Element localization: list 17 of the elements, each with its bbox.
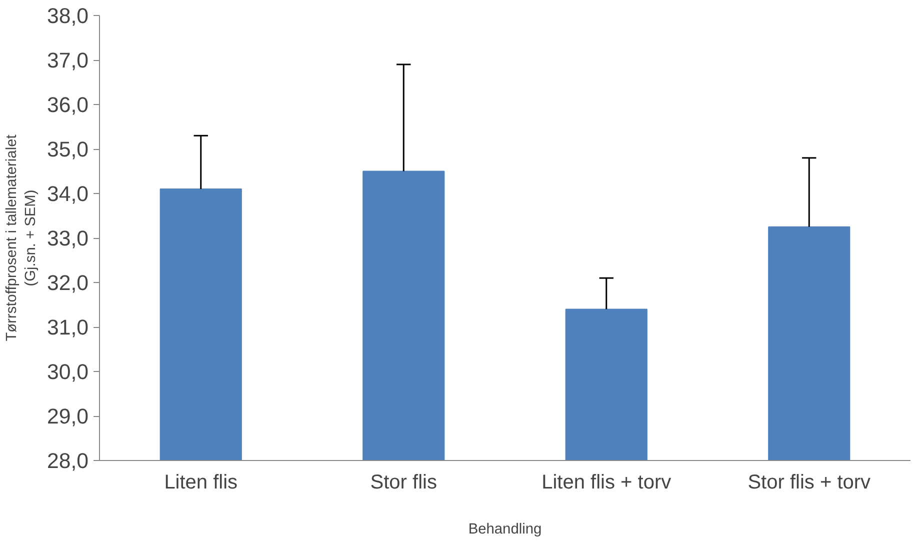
y-tick-label: 34,0 (46, 182, 89, 206)
x-tick-label: Stor flis (370, 472, 437, 494)
x-axis-title: Behandling (468, 522, 542, 538)
x-tick-label: Liten flis + torv (542, 472, 672, 494)
y-tick-label: 32,0 (46, 271, 89, 295)
x-tick-label: Liten flis (164, 472, 238, 494)
y-tick-label: 37,0 (46, 48, 89, 72)
y-tick-label: 38,0 (46, 4, 89, 28)
y-tick-label: 29,0 (46, 404, 89, 428)
y-tick-label: 30,0 (46, 360, 89, 384)
y-tick-label: 31,0 (46, 316, 89, 340)
y-tick-label: 28,0 (46, 449, 89, 473)
x-tick-label: Stor flis + torv (748, 472, 871, 494)
y-tick-label: 33,0 (46, 226, 89, 250)
y-tick-label: 36,0 (46, 93, 89, 117)
y-axis-title: Tørrstoffprosent i tallematerialet (Gj.sn. + SEM) (4, 134, 39, 342)
y-tick-label: 35,0 (46, 138, 89, 162)
